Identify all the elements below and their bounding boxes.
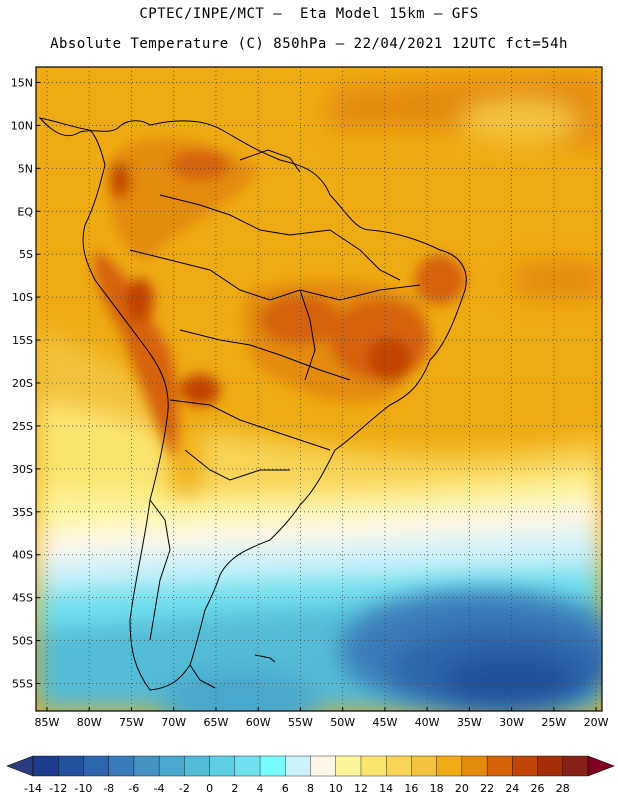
lat-label: 20S: [12, 377, 33, 390]
lon-label: 30W: [499, 716, 524, 729]
colorbar-swatch: [32, 755, 59, 777]
colorbar-under-arrow: [6, 755, 34, 777]
lat-label: 50S: [12, 635, 33, 648]
lon-label: 85W: [35, 716, 60, 729]
colorbar-swatch: [209, 755, 236, 777]
lon-label: 35W: [457, 716, 482, 729]
colorbar-over-arrow: [587, 755, 615, 777]
lat-label: 55S: [12, 678, 33, 691]
colorbar-label: 20: [455, 782, 469, 795]
coastlines: [38, 117, 467, 691]
colorbar-swatch: [537, 755, 564, 777]
lon-label: 20W: [584, 716, 609, 729]
lat-label: EQ: [17, 205, 33, 218]
colorbar-label: -2: [179, 782, 190, 795]
colorbar-label: 4: [257, 782, 264, 795]
lat-label: 10S: [12, 291, 33, 304]
colorbar-label: 24: [505, 782, 519, 795]
lat-label: 25S: [12, 420, 33, 433]
colorbar-label: 22: [480, 782, 494, 795]
lon-label: 70W: [161, 716, 186, 729]
lon-label: 60W: [246, 716, 271, 729]
lat-label: 45S: [12, 592, 33, 605]
colorbar-swatch: [133, 755, 160, 777]
colorbar-label: 16: [404, 782, 418, 795]
colorbar-swatch: [184, 755, 211, 777]
colorbar-label: 10: [329, 782, 343, 795]
colorbar-label: 18: [430, 782, 444, 795]
lon-label: 65W: [203, 716, 228, 729]
lat-label: 15S: [12, 334, 33, 347]
colorbar-swatch: [83, 755, 110, 777]
colorbar-swatch: [461, 755, 488, 777]
lat-label: 10N: [11, 119, 33, 132]
map-frame: [35, 66, 603, 712]
colorbar-swatch: [411, 755, 438, 777]
colorbar-label: -10: [74, 782, 92, 795]
colorbar-swatch: [108, 755, 135, 777]
colorbar-label: -14: [24, 782, 42, 795]
colorbar: -14 -12 -10 -8 -6 -4 -2 0 2 4 6 8 10 12 14 16 18 20 22 24 26…: [6, 755, 615, 795]
colorbar-swatch: [158, 755, 185, 777]
lon-label: 45W: [372, 716, 397, 729]
lat-label: 15N: [11, 76, 33, 89]
colorbar-label: 0: [206, 782, 213, 795]
title-line-1: CPTEC/INPE/MCT – Eta Model 15km – GFS: [139, 6, 479, 22]
colorbar-swatch: [486, 755, 513, 777]
colorbar-swatch: [562, 755, 589, 777]
lon-label: 75W: [119, 716, 144, 729]
lon-label: 25W: [541, 716, 566, 729]
lon-label: 55W: [288, 716, 313, 729]
colorbar-label: 28: [556, 782, 570, 795]
colorbar-swatch: [58, 755, 84, 777]
colorbar-label: 12: [354, 782, 368, 795]
title-line-2: Absolute Temperature (C) 850hPa – 22/04/…: [50, 36, 568, 52]
lat-label: 30S: [12, 463, 33, 476]
lon-label: 40W: [415, 716, 440, 729]
colorbar-label: -6: [128, 782, 139, 795]
colorbar-swatch: [234, 755, 261, 777]
lon-label: 80W: [77, 716, 102, 729]
colorbar-label: 6: [282, 782, 289, 795]
colorbar-label: -8: [103, 782, 114, 795]
colorbar-label: 26: [531, 782, 545, 795]
lat-label: 35S: [12, 506, 33, 519]
colorbar-swatch: [385, 755, 412, 777]
graticule: [36, 67, 602, 711]
colorbar-swatch: [360, 755, 387, 777]
colorbar-swatch: [285, 755, 312, 777]
colorbar-label: 8: [307, 782, 314, 795]
colorbar-swatch: [259, 755, 286, 777]
axis-labels: 15N 10N 5N EQ 5S 10S 15S 20S 25S 30S 35S 40S 45S 50S 5…: [11, 76, 609, 729]
colorbar-label: -4: [154, 782, 165, 795]
colorbar-label: -12: [49, 782, 67, 795]
lat-label: 40S: [12, 549, 33, 562]
colorbar-label: 2: [231, 782, 238, 795]
lat-label: 5N: [18, 162, 33, 175]
lat-label: 5S: [19, 248, 33, 261]
colorbar-label: 14: [379, 782, 393, 795]
colorbar-swatch: [436, 755, 463, 777]
colorbar-swatch: [310, 755, 337, 777]
colorbar-swatch: [335, 755, 362, 777]
lon-label: 50W: [330, 716, 355, 729]
colorbar-swatch: [512, 755, 539, 777]
temperature-field: [36, 67, 602, 711]
